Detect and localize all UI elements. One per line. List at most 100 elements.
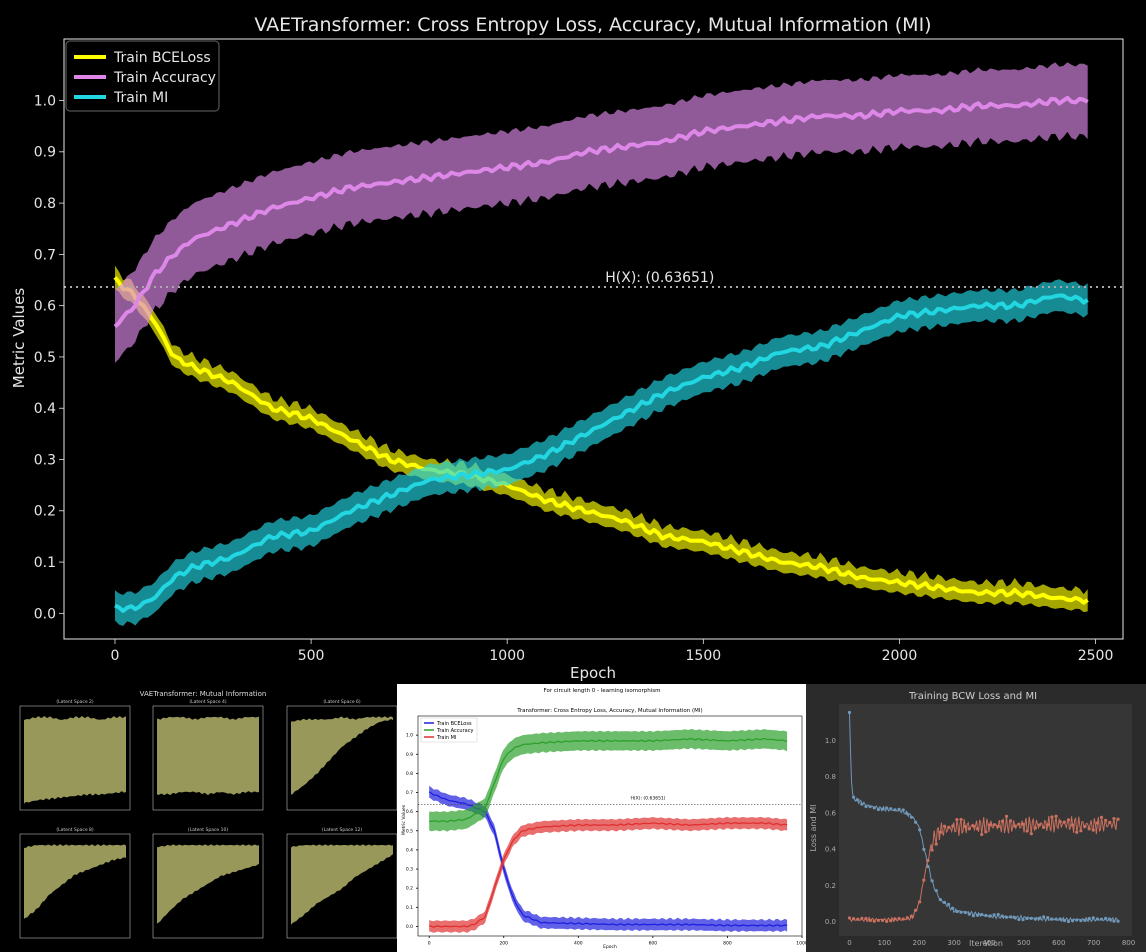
bcw-point-1 — [918, 900, 922, 904]
x-tick-label: 0 — [428, 941, 431, 947]
bcw-point-1 — [1033, 826, 1038, 830]
bcw-point-1 — [847, 916, 852, 920]
bcw-point-1 — [897, 916, 901, 921]
bcw-point-0 — [942, 900, 947, 904]
bcw-point-0 — [1112, 919, 1116, 923]
bcw-point-1 — [876, 918, 880, 922]
y-tick-label: 0.1 — [406, 905, 413, 911]
x-tick-label: 800 — [723, 941, 732, 947]
bcw-point-0 — [1000, 914, 1004, 918]
x-tick-label: 2000 — [882, 648, 918, 664]
bcw-point-0 — [955, 909, 959, 914]
x-tick-label: 500 — [298, 648, 325, 664]
bcw-point-0 — [1104, 916, 1108, 920]
bcw-point-1 — [1104, 818, 1108, 822]
latent-subplot-band — [291, 716, 393, 795]
bcw-point-0 — [934, 889, 938, 893]
series-band-1 — [114, 62, 1088, 364]
y-tick-label: 0.5 — [406, 828, 413, 834]
bcw-point-1 — [1075, 830, 1079, 834]
latent-subplot-frame — [152, 705, 264, 811]
bcw-y-tick-label: 0.4 — [825, 846, 837, 854]
bcw-y-tick-label: 0.2 — [825, 882, 836, 890]
bcw-point-1 — [1095, 821, 1099, 825]
transformer-legend-mi: Train MI — [436, 735, 456, 741]
bcw-point-0 — [959, 910, 963, 914]
bcw-point-1 — [1013, 824, 1017, 828]
bcw-point-1 — [1058, 820, 1062, 824]
transformer-title: Transformer: Cross Entropy Loss, Accurac… — [516, 708, 702, 714]
series-band-2 — [114, 279, 1088, 627]
main-y-axis-label: Metric Values — [10, 288, 28, 389]
bcw-point-1 — [1046, 823, 1050, 827]
latent-space-chart: VAETransformer: Mutual Information (Late… — [19, 690, 397, 939]
bcw-point-1 — [1050, 815, 1054, 819]
bcw-point-1 — [856, 917, 860, 921]
bcw-point-1 — [951, 824, 955, 828]
y-tick-label: 0.8 — [34, 196, 56, 212]
bcw-point-1 — [1009, 819, 1013, 823]
latent-subplot-frame — [19, 705, 131, 811]
transformer-legend-bceloss: Train BCELoss — [436, 721, 472, 727]
bcw-point-1 — [1083, 824, 1087, 829]
x-tick-label: 400 — [574, 941, 583, 947]
bcw-point-1 — [938, 830, 942, 834]
y-tick-label: 0.7 — [34, 247, 56, 263]
bcw-point-1 — [942, 824, 947, 828]
bcw-x-label: Iteration — [969, 939, 1003, 948]
bcw-point-1 — [926, 858, 930, 863]
bcw-y-tick-label: 0.6 — [825, 809, 837, 817]
bcw-point-0 — [1079, 919, 1083, 923]
bcw-point-0 — [951, 906, 955, 910]
bcw-x-tick-label: 700 — [1087, 939, 1100, 947]
bcw-x-tick-label: 200 — [913, 939, 926, 947]
bcw-point-1 — [851, 917, 856, 921]
latent-subplot-title: (Latent Space 12) — [322, 827, 362, 833]
x-tick-label: 0 — [111, 648, 120, 664]
transformer-legend-accuracy: Train Accuracy — [436, 728, 473, 734]
bcw-point-0 — [1042, 915, 1046, 919]
bcw-point-0 — [930, 879, 934, 883]
bcw-point-1 — [1087, 827, 1091, 831]
latent-subplot-frame — [19, 833, 131, 939]
bcw-chart: Training BCW Loss and MI Iteration Loss … — [809, 691, 1135, 948]
bcw-point-0 — [1004, 915, 1009, 919]
bcw-y-tick-label: 1.0 — [825, 737, 836, 745]
bcw-point-1 — [947, 825, 951, 830]
transformer-chart: For circuit length 0 - learning isomorph… — [401, 688, 806, 950]
bcw-point-0 — [922, 847, 926, 851]
bcw-point-0 — [851, 795, 856, 799]
bcw-point-1 — [980, 832, 984, 837]
bcw-point-1 — [988, 823, 992, 827]
bcw-point-0 — [1050, 917, 1054, 921]
bcw-point-1 — [934, 842, 938, 846]
bcw-point-1 — [922, 878, 926, 882]
latent-subplot-title: (Latent Space 8) — [56, 827, 94, 833]
latent-subplot-band — [291, 844, 393, 925]
bcw-point-1 — [872, 919, 876, 923]
latent-subplot-band — [157, 844, 259, 924]
y-tick-label: 0.4 — [34, 401, 56, 417]
bcw-y-label: Loss and MI — [809, 805, 818, 852]
bcw-point-1 — [1000, 819, 1004, 823]
bcw-plot-area — [839, 704, 1132, 936]
bcw-point-1 — [889, 919, 893, 923]
latent-space-panel: VAETransformer: Mutual Information (Late… — [0, 684, 397, 952]
bcw-series-line-1 — [849, 815, 1119, 923]
y-tick-label: 0.4 — [406, 847, 413, 853]
bcw-point-1 — [901, 917, 905, 921]
bcw-point-0 — [909, 815, 914, 819]
y-tick-label: 0.7 — [406, 790, 413, 796]
bcw-point-1 — [1070, 823, 1075, 827]
x-tick-label: 200 — [499, 941, 508, 947]
bcw-point-1 — [1025, 829, 1029, 833]
bcw-y-tick-label: 0.0 — [825, 918, 836, 926]
bcw-point-0 — [1029, 916, 1033, 920]
entropy-reference-label: H(X): (0.63651) — [605, 270, 714, 286]
bcw-point-1 — [913, 908, 918, 912]
bcw-point-1 — [967, 827, 971, 831]
y-tick-label: 0.8 — [406, 771, 413, 777]
y-tick-label: 1.0 — [34, 93, 56, 109]
transformer-x-label: Epoch — [603, 944, 617, 950]
bcw-point-0 — [1116, 919, 1120, 923]
